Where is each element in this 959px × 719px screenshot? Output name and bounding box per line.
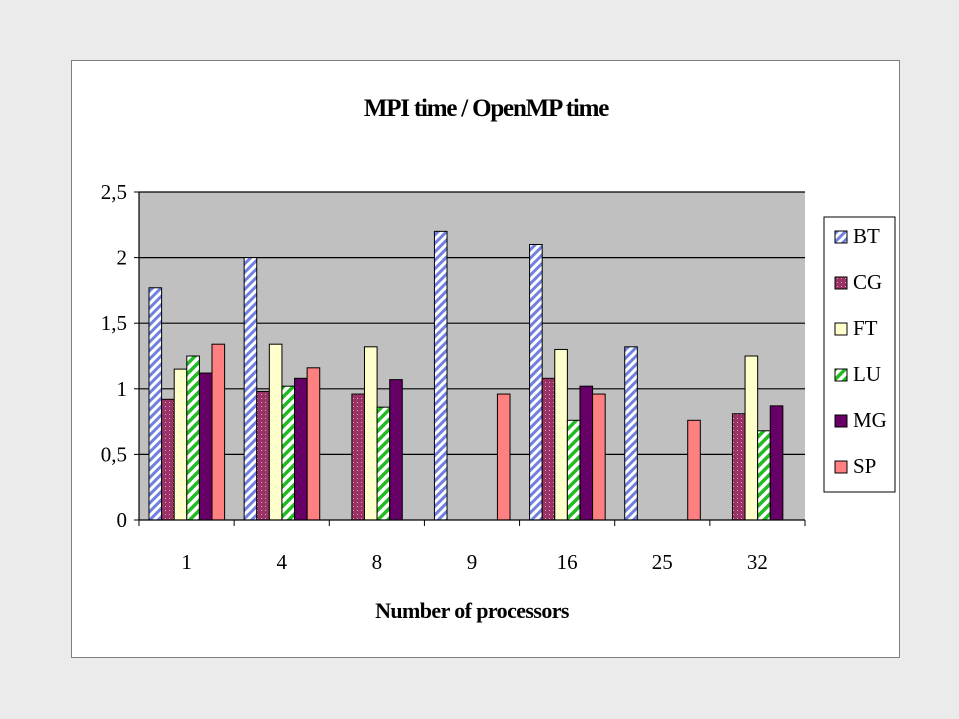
plot-area (139, 192, 805, 520)
bar-lu-1 (186, 355, 200, 521)
bar-mg-8 (389, 379, 403, 521)
axes (138, 192, 806, 526)
bar-mg-32 (769, 405, 784, 521)
legend-label-mg: MG (853, 408, 887, 432)
bar-lu-8 (376, 406, 391, 521)
bar-mg-1 (198, 372, 213, 521)
legend-label-bt: BT (853, 224, 880, 248)
y-tick-label: 0 (117, 508, 128, 532)
x-tick-label: 25 (652, 550, 673, 574)
x-tick-label: 9 (467, 550, 478, 574)
bar-lu-16 (566, 419, 581, 521)
y-tick-label: 2 (117, 246, 128, 270)
legend-swatch-cg (834, 276, 848, 290)
chart-frame: MPI time / OpenMP time 0 0,5 1 1,5 2 2,5 1 4 8 9… (71, 60, 900, 658)
legend-swatch-sp (834, 460, 848, 474)
x-axis-label: Number of processors (375, 598, 570, 623)
bar-bt-25 (624, 346, 638, 521)
bar-ft-16 (554, 348, 568, 521)
bar-cg-8 (351, 393, 365, 521)
bar-bt-1 (148, 287, 163, 521)
bar-sp-9 (496, 393, 511, 521)
y-tick-label: 1,5 (101, 311, 127, 335)
x-tick-label: 1 (181, 550, 192, 574)
legend-label-sp: SP (853, 454, 876, 478)
bar-sp-16 (592, 393, 606, 521)
bar-ft-4 (268, 343, 283, 521)
bar-lu-32 (757, 430, 771, 521)
legend-swatch-lu (834, 368, 848, 382)
legend-label-lu: LU (853, 362, 881, 386)
y-tick-label: 0,5 (101, 442, 127, 466)
bar-mg-4 (294, 377, 308, 521)
x-tick-label: 32 (747, 550, 768, 574)
x-tick-label: 8 (372, 550, 383, 574)
bar-cg-4 (256, 390, 270, 521)
bar-mg-16 (579, 385, 594, 521)
bar-sp-4 (306, 367, 321, 521)
bar-sp-25 (687, 419, 701, 521)
x-tick-label: 4 (276, 550, 287, 574)
y-tick-labels: 0 0,5 1 1,5 2 2,5 (101, 180, 127, 532)
legend-box (823, 216, 896, 493)
chart-title: MPI time / OpenMP time (364, 95, 609, 122)
bar-cg-16 (541, 377, 556, 521)
bar-bt-9 (433, 230, 448, 521)
bar-cg-32 (731, 413, 746, 521)
bar-bt-16 (529, 243, 543, 521)
x-tick-label: 16 (557, 550, 578, 574)
bar-sp-1 (211, 343, 226, 521)
legend-swatch-mg (834, 414, 848, 428)
bar-ft-8 (363, 346, 378, 521)
legend-swatch-bt (834, 230, 848, 244)
bar-bt-4 (243, 257, 258, 521)
y-tick-label: 2,5 (101, 180, 127, 204)
bar-ft-1 (173, 368, 188, 521)
legend: BT CG FT LU MG SP (823, 216, 896, 493)
bar-ft-32 (744, 355, 759, 521)
x-tick-labels: 1 4 8 9 16 25 32 (181, 550, 768, 574)
legend-swatch-ft (834, 322, 848, 336)
bar-cg-1 (161, 398, 175, 521)
legend-label-ft: FT (853, 316, 878, 340)
y-tick-label: 1 (117, 377, 128, 401)
bar-lu-4 (281, 385, 296, 521)
chart: MPI time / OpenMP time 0 0,5 1 1,5 2 2,5 1 4 8 9… (101, 95, 896, 623)
legend-label-cg: CG (853, 270, 882, 294)
